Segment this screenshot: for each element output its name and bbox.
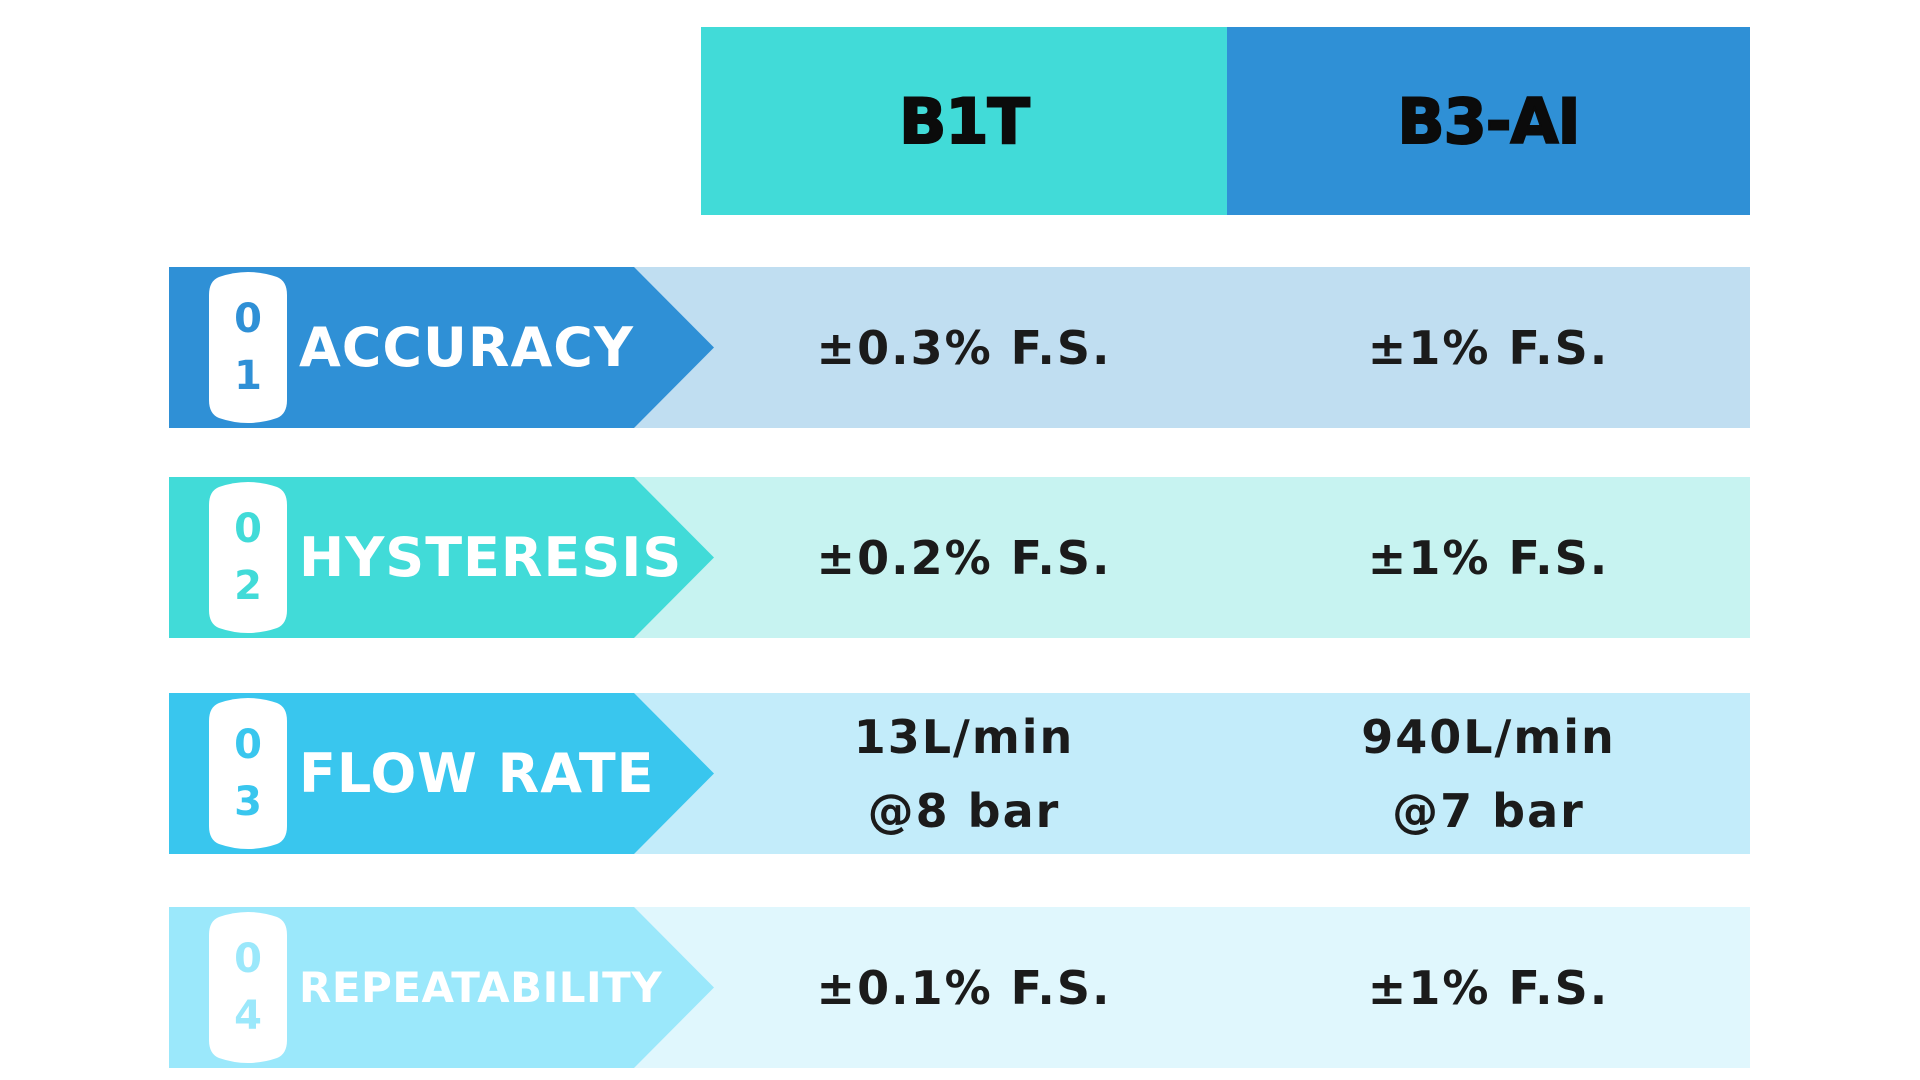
number-badge — [209, 271, 287, 424]
arrow-tab-shape — [169, 907, 714, 1068]
number-badge-shape — [209, 698, 287, 849]
number-digit: 0 — [234, 296, 262, 342]
cell-b3-ai: ±1% F.S. — [1227, 267, 1750, 428]
cell-b1t: ±0.3% F.S. — [701, 267, 1227, 428]
row-label: ACCURACY — [299, 316, 635, 379]
number-badge — [209, 911, 287, 1064]
cell-b3-ai: 940L/min @7 bar — [1227, 693, 1750, 854]
column-header-b3-ai: B3-AI — [1227, 27, 1750, 215]
cell-b3-ai: ±1% F.S. — [1227, 477, 1750, 638]
cell-line: ±1% F.S. — [1367, 320, 1610, 375]
cell-line: ±0.1% F.S. — [816, 960, 1112, 1015]
cell-line: @8 bar — [867, 783, 1061, 838]
number-digit: 1 — [234, 353, 262, 399]
cell-b1t: 13L/min @8 bar — [701, 693, 1227, 854]
number-badge-shape — [209, 912, 287, 1063]
row-repeatability: 0 4 REPEATABILITY ±0.1% F.S. ±1% F.S. — [169, 907, 1750, 1068]
cell-line: ±0.2% F.S. — [816, 530, 1112, 585]
row-label: HYSTERESIS — [299, 526, 683, 589]
label-tab — [169, 693, 714, 854]
cell-line: 13L/min — [853, 709, 1075, 764]
arrow-tab-shape — [169, 267, 714, 428]
label-tab — [169, 477, 714, 638]
row-flow-rate: 0 3 FLOW RATE 13L/min @8 bar 940L/min @7… — [169, 693, 1750, 854]
number-digit: 0 — [234, 722, 262, 768]
number-digit: 2 — [234, 563, 262, 609]
row-label: REPEATABILITY — [299, 963, 663, 1012]
arrow-tab-shape — [169, 477, 714, 638]
row-accuracy: 0 1 ACCURACY ±0.3% F.S. ±1% F.S. — [169, 267, 1750, 428]
cell-b3-ai: ±1% F.S. — [1227, 907, 1750, 1068]
number-badge-shape — [209, 482, 287, 633]
number-digit: 0 — [234, 506, 262, 552]
number-badge — [209, 697, 287, 850]
cell-b1t: ±0.2% F.S. — [701, 477, 1227, 638]
number-digit: 0 — [234, 936, 262, 982]
cell-line: ±1% F.S. — [1367, 960, 1610, 1015]
cell-line: 940L/min — [1361, 709, 1616, 764]
cell-line: ±0.3% F.S. — [816, 320, 1112, 375]
cell-line: ±1% F.S. — [1367, 530, 1610, 585]
row-hysteresis: 0 2 HYSTERESIS ±0.2% F.S. ±1% F.S. — [169, 477, 1750, 638]
cell-b1t: ±0.1% F.S. — [701, 907, 1227, 1068]
number-digit: 4 — [234, 993, 262, 1039]
label-tab — [169, 267, 714, 428]
row-label: FLOW RATE — [299, 742, 655, 805]
arrow-tab-shape — [169, 693, 714, 854]
column-header-b1t: B1T — [701, 27, 1227, 215]
label-tab — [169, 907, 714, 1068]
number-digit: 3 — [234, 779, 262, 825]
number-badge — [209, 481, 287, 634]
number-badge-shape — [209, 272, 287, 423]
cell-line: @7 bar — [1392, 783, 1585, 838]
